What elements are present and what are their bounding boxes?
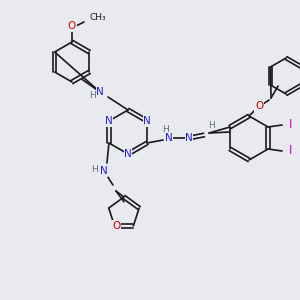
Text: O: O	[68, 21, 76, 31]
Text: H: H	[88, 91, 95, 100]
Text: O: O	[112, 221, 121, 231]
Text: N: N	[105, 116, 113, 126]
Text: N: N	[96, 87, 104, 97]
Text: O: O	[255, 101, 263, 111]
Text: I: I	[288, 118, 292, 131]
Text: N: N	[100, 166, 108, 176]
Text: CH₃: CH₃	[90, 14, 106, 22]
Text: N: N	[143, 116, 151, 126]
Text: N: N	[165, 133, 173, 143]
Text: H: H	[92, 164, 98, 173]
Text: H: H	[162, 124, 168, 134]
Text: N: N	[185, 133, 193, 143]
Text: H: H	[208, 121, 214, 130]
Text: I: I	[288, 145, 292, 158]
Text: N: N	[124, 149, 132, 159]
